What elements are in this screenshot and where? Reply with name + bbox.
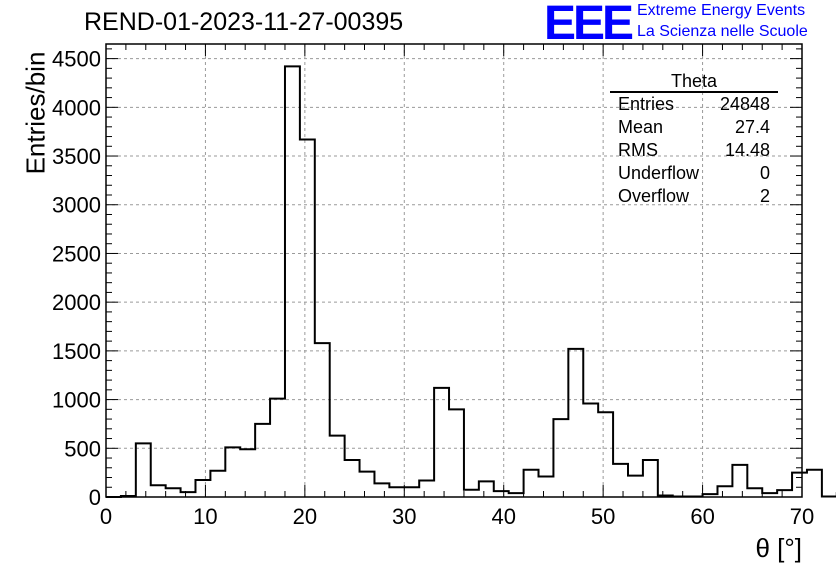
y-tick-label: 1500 [52, 339, 101, 364]
y-axis-label: Entries/bin [20, 51, 51, 175]
stats-row: Underflow 0 [610, 162, 778, 185]
x-tick-label: 50 [591, 504, 615, 529]
stats-title: Theta [610, 72, 778, 93]
x-tick-label: 10 [193, 504, 217, 529]
x-tick-label: 20 [293, 504, 317, 529]
y-tick-label: 0 [89, 485, 101, 510]
stats-value: 24848 [719, 94, 770, 114]
chart-title: REND-01-2023-11-27-00395 [84, 8, 404, 36]
stats-row: RMS 14.48 [610, 139, 778, 162]
y-tick-label: 3500 [52, 144, 101, 169]
x-axis-label: θ [°] [755, 533, 802, 563]
stats-value: 0 [759, 163, 770, 183]
y-tick-label: 2500 [52, 241, 101, 266]
y-tick-label: 4500 [52, 47, 101, 72]
stats-row: Overflow 2 [610, 185, 778, 208]
stats-label: Underflow [618, 163, 700, 183]
x-tick-label: 60 [690, 504, 714, 529]
stats-value: 2 [759, 186, 770, 206]
logo-line-1: Extreme Energy Events [637, 2, 806, 19]
x-tick-label: 0 [100, 504, 112, 529]
logo-line-2: La Scienza nelle Scuole [637, 23, 808, 40]
eee-logo: EEE [544, 0, 634, 50]
stats-row: Mean 27.4 [610, 116, 778, 139]
x-tick-label: 30 [392, 504, 416, 529]
stats-value: 27.4 [734, 117, 770, 137]
y-tick-label: 2000 [52, 290, 101, 315]
stats-value: 14.48 [724, 140, 770, 160]
stats-label: Entries [618, 94, 675, 114]
x-tick-label: 70 [790, 504, 814, 529]
stats-label: Mean [618, 117, 664, 137]
y-tick-label: 1000 [52, 388, 101, 413]
x-tick-label: 40 [491, 504, 515, 529]
y-tick-label: 3000 [52, 193, 101, 218]
stats-label: RMS [618, 140, 658, 160]
y-tick-label: 500 [64, 436, 101, 461]
stats-label: Overflow [618, 186, 690, 206]
stats-box: Theta Entries 24848 Mean 27.4 RMS 14.48 … [610, 72, 778, 208]
histogram-line [106, 65, 836, 498]
y-tick-label: 4000 [52, 95, 101, 120]
plot-frame [105, 43, 803, 498]
stats-row: Entries 24848 [610, 93, 778, 116]
